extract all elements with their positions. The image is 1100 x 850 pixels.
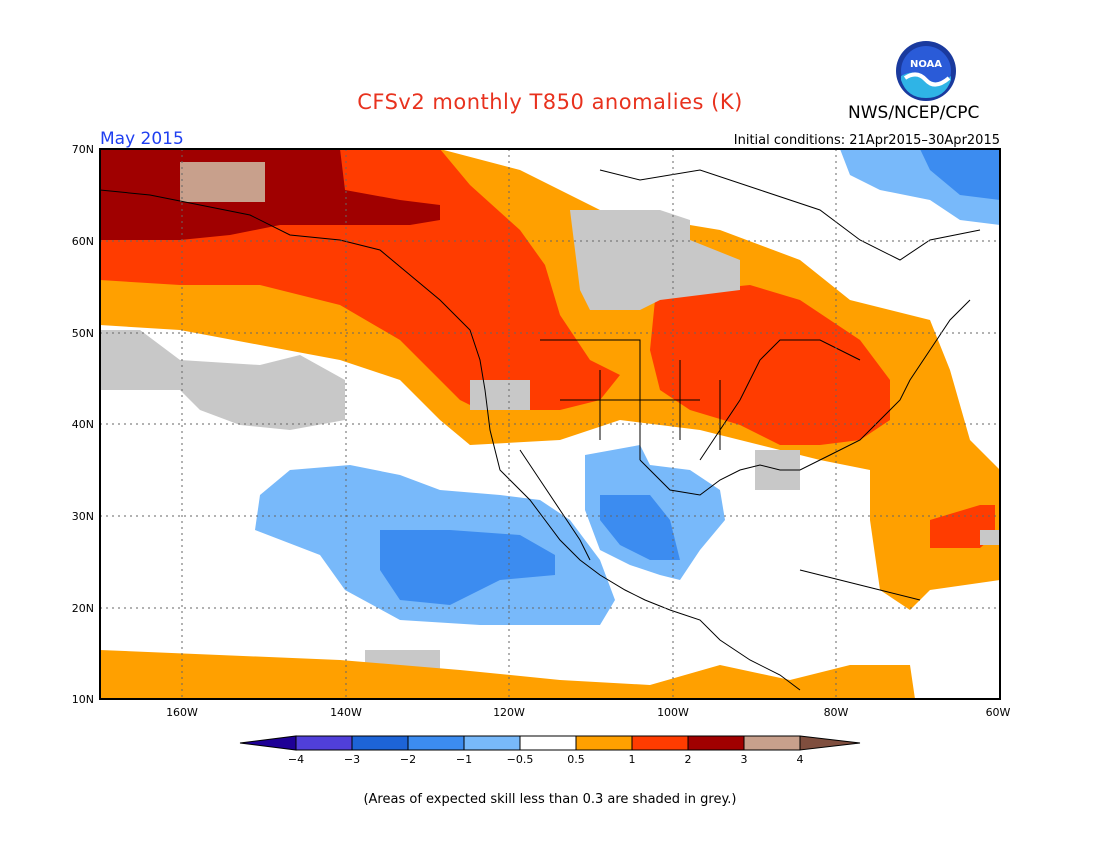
colorbar xyxy=(239,735,861,751)
colorbar-segment xyxy=(575,735,633,751)
lon-label: 80W xyxy=(824,706,849,719)
lat-label: 40N xyxy=(72,418,94,431)
skill-grey-canada xyxy=(570,210,740,310)
colorbar-segment xyxy=(295,735,353,751)
colorbar-tick: 0.5 xyxy=(567,753,585,766)
lat-label: 10N xyxy=(72,693,94,706)
colorbar-segment xyxy=(687,735,745,751)
initial-conditions-label: Initial conditions: 21Apr2015–30Apr2015 xyxy=(733,133,1000,148)
anomaly-region-red-east xyxy=(650,285,890,445)
colorbar-ticks: −4 −3 −2 −1 −0.5 0.5 1 2 3 4 xyxy=(288,753,804,766)
colorbar-arrow-right xyxy=(799,735,861,751)
lon-label: 120W xyxy=(493,706,525,719)
lon-label: 160W xyxy=(166,706,198,719)
colorbar-tick: −3 xyxy=(344,753,360,766)
colorbar-segment xyxy=(743,735,801,751)
skill-note: (Areas of expected skill less than 0.3 a… xyxy=(363,792,737,807)
colorbar-segment xyxy=(631,735,689,751)
lon-label: 140W xyxy=(330,706,362,719)
lat-label: 70N xyxy=(72,143,94,156)
lat-label: 60N xyxy=(72,235,94,248)
anomaly-region-blue-arctic xyxy=(920,149,1000,200)
colorbar-tick: −4 xyxy=(288,753,304,766)
map-frame xyxy=(99,148,1001,700)
lat-label: 30N xyxy=(72,510,94,523)
colorbar-tick: 3 xyxy=(741,753,748,766)
logo-text: NOAA xyxy=(910,59,942,70)
anomaly-region-blue-mexico xyxy=(600,495,680,560)
gridlines xyxy=(100,149,1000,699)
anomaly-region-tan xyxy=(180,162,265,202)
skill-grey-pacific xyxy=(100,330,345,430)
valid-month-label: May 2015 xyxy=(100,129,184,149)
agency-label: NWS/NCEP/CPC xyxy=(848,103,980,123)
noaa-logo-icon: NOAA xyxy=(896,41,956,101)
coastlines xyxy=(100,169,981,691)
anomaly-region-orange-south xyxy=(100,650,915,699)
colorbar-segment xyxy=(407,735,465,751)
skill-grey-west xyxy=(470,380,530,410)
lon-label: 60W xyxy=(986,706,1011,719)
lat-labels: 70N 60N 50N 40N 30N 20N 10N xyxy=(72,143,94,706)
skill-grey-southeast xyxy=(755,450,800,490)
lon-label: 100W xyxy=(657,706,689,719)
colorbar-tick: −2 xyxy=(400,753,416,766)
lat-label: 50N xyxy=(72,327,94,340)
lat-label: 20N xyxy=(72,602,94,615)
colorbar-tick: 1 xyxy=(629,753,636,766)
colorbar-tick: −0.5 xyxy=(507,753,534,766)
chart-title: CFSv2 monthly T850 anomalies (K) xyxy=(357,90,743,114)
skill-grey-patch-1 xyxy=(980,530,1000,545)
colorbar-segment xyxy=(519,735,577,751)
anomaly-region-blue-pacific xyxy=(380,530,555,605)
colorbar-tick: 2 xyxy=(685,753,692,766)
colorbar-segment xyxy=(351,735,409,751)
colorbar-tick: 4 xyxy=(797,753,804,766)
colorbar-tick: −1 xyxy=(456,753,472,766)
colorbar-segment xyxy=(463,735,521,751)
lon-labels: 160W 140W 120W 100W 80W 60W xyxy=(166,706,1010,719)
colorbar-arrow-left xyxy=(239,735,297,751)
